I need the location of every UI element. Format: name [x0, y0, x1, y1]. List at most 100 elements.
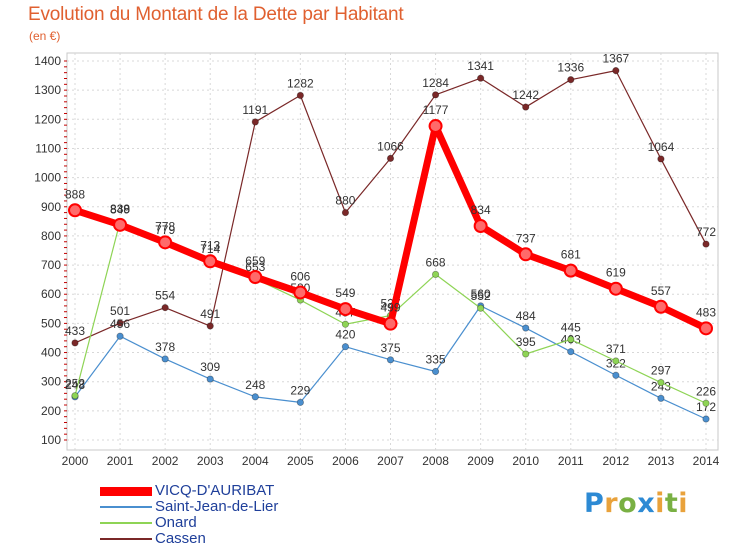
data-label-vicq-d-auribat: 1177 — [423, 103, 449, 117]
data-label-onard: 252 — [65, 377, 85, 391]
data-point-vicq-d-auribat — [383, 316, 398, 331]
data-label-onard: 371 — [606, 342, 626, 356]
data-point-cassen — [431, 91, 440, 99]
data-point-saint-jean-de-lier — [206, 375, 214, 383]
data-point-cassen — [161, 304, 169, 312]
data-label-vicq-d-auribat: 737 — [516, 231, 536, 245]
data-label-cassen: 1367 — [603, 52, 630, 66]
y-tick-label: 1100 — [35, 141, 61, 155]
data-label-vicq-d-auribat: 619 — [606, 266, 626, 280]
data-label-onard: 653 — [245, 260, 265, 274]
data-point-vicq-d-auribat — [68, 203, 82, 218]
data-label-onard: 849 — [110, 203, 130, 217]
data-point-saint-jean-de-lier — [116, 332, 124, 340]
data-label-vicq-d-auribat: 499 — [380, 301, 400, 315]
x-tick-label: 2007 — [377, 454, 404, 468]
data-point-cassen — [296, 91, 304, 100]
y-tick-label: 900 — [41, 200, 61, 214]
data-label-vicq-d-auribat: 681 — [561, 248, 581, 262]
data-label-cassen: 772 — [696, 225, 716, 239]
legend-label-saint-jean: Saint-Jean-de-Lier — [155, 498, 279, 515]
data-label-vicq-d-auribat: 834 — [471, 203, 491, 217]
data-point-onard — [431, 270, 440, 279]
x-tick-label: 2005 — [287, 454, 314, 468]
data-label-cassen: 491 — [200, 307, 220, 321]
x-tick-label: 2014 — [693, 454, 720, 468]
data-point-vicq-d-auribat — [158, 235, 173, 250]
data-label-cassen: 1284 — [422, 76, 449, 90]
data-point-saint-jean-de-lier — [341, 343, 350, 351]
data-label-saint-jean-de-lier: 248 — [245, 378, 265, 392]
y-tick-label: 1000 — [34, 171, 61, 185]
legend-label-vicq: VICQ-D'AURIBAT — [155, 482, 275, 499]
data-point-cassen — [251, 118, 259, 126]
data-point-saint-jean-de-lier — [702, 415, 710, 423]
data-point-cassen — [567, 76, 575, 84]
data-point-saint-jean-de-lier — [251, 393, 259, 401]
data-point-saint-jean-de-lier — [386, 356, 395, 364]
chart-subtitle: (en €) — [29, 29, 61, 43]
data-label-saint-jean-de-lier: 335 — [426, 352, 446, 366]
x-tick-label: 2010 — [512, 454, 539, 468]
y-tick-label: 400 — [41, 346, 61, 360]
legend-label-cassen: Cassen — [155, 530, 206, 547]
y-tick-label: 200 — [41, 404, 61, 418]
data-label-onard: 226 — [696, 384, 716, 398]
data-label-vicq-d-auribat: 606 — [290, 269, 310, 283]
data-label-onard: 668 — [426, 255, 446, 269]
data-point-vicq-d-auribat — [113, 217, 128, 232]
data-label-onard: 714 — [200, 242, 220, 256]
data-label-saint-jean-de-lier: 375 — [380, 341, 400, 355]
y-tick-label: 800 — [41, 229, 61, 243]
y-tick-label: 700 — [41, 258, 61, 272]
data-point-vicq-d-auribat — [653, 299, 668, 314]
data-point-saint-jean-de-lier — [567, 348, 575, 356]
data-label-vicq-d-auribat: 549 — [335, 286, 355, 300]
data-point-saint-jean-de-lier — [431, 367, 440, 376]
plot-frame — [66, 52, 719, 451]
data-label-onard: 395 — [516, 335, 536, 349]
y-tick-label: 300 — [41, 375, 61, 389]
legend-swatch-onard — [100, 517, 152, 529]
data-label-onard: 779 — [155, 223, 175, 237]
data-label-cassen: 1282 — [287, 76, 314, 90]
data-label-vicq-d-auribat: 713 — [200, 238, 220, 252]
data-label-cassen: 1064 — [648, 140, 675, 154]
x-tick-label: 2012 — [603, 454, 630, 468]
data-point-onard — [477, 304, 485, 312]
data-label-vicq-d-auribat: 888 — [65, 187, 85, 201]
x-tick-label: 2004 — [242, 454, 269, 468]
x-tick-label: 2003 — [197, 454, 224, 468]
data-label-vicq-d-auribat: 778 — [155, 219, 175, 233]
proxiti-logo: Proxiti — [584, 488, 689, 519]
data-point-vicq-d-auribat — [518, 247, 533, 262]
data-point-cassen — [71, 339, 79, 347]
x-tick-label: 2009 — [467, 454, 494, 468]
legend-swatch-cassen — [100, 533, 152, 545]
x-tick-label: 2013 — [648, 454, 675, 468]
data-point-onard — [567, 335, 575, 344]
data-point-onard — [702, 399, 710, 407]
data-point-saint-jean-de-lier — [296, 398, 304, 406]
data-label-cassen: 1336 — [557, 61, 584, 75]
data-point-cassen — [612, 67, 620, 75]
data-point-cassen — [341, 209, 350, 217]
data-label-cassen: 1242 — [512, 88, 539, 102]
y-tick-label: 1300 — [34, 83, 61, 97]
data-label-cassen: 433 — [65, 324, 85, 338]
y-tick-label: 1200 — [34, 112, 61, 126]
data-point-saint-jean-de-lier — [657, 394, 665, 402]
legend-swatch-vicq — [100, 485, 152, 497]
data-point-cassen — [522, 103, 530, 111]
data-label-cassen: 1191 — [242, 103, 268, 117]
y-tick-label: 100 — [41, 433, 61, 447]
data-point-saint-jean-de-lier — [161, 355, 169, 363]
data-point-vicq-d-auribat — [473, 219, 488, 234]
data-label-vicq-d-auribat: 838 — [110, 202, 130, 216]
data-label-cassen: 554 — [155, 289, 175, 303]
data-point-cassen — [386, 154, 395, 162]
x-tick-label: 2000 — [62, 454, 89, 468]
data-point-vicq-d-auribat — [608, 281, 623, 296]
